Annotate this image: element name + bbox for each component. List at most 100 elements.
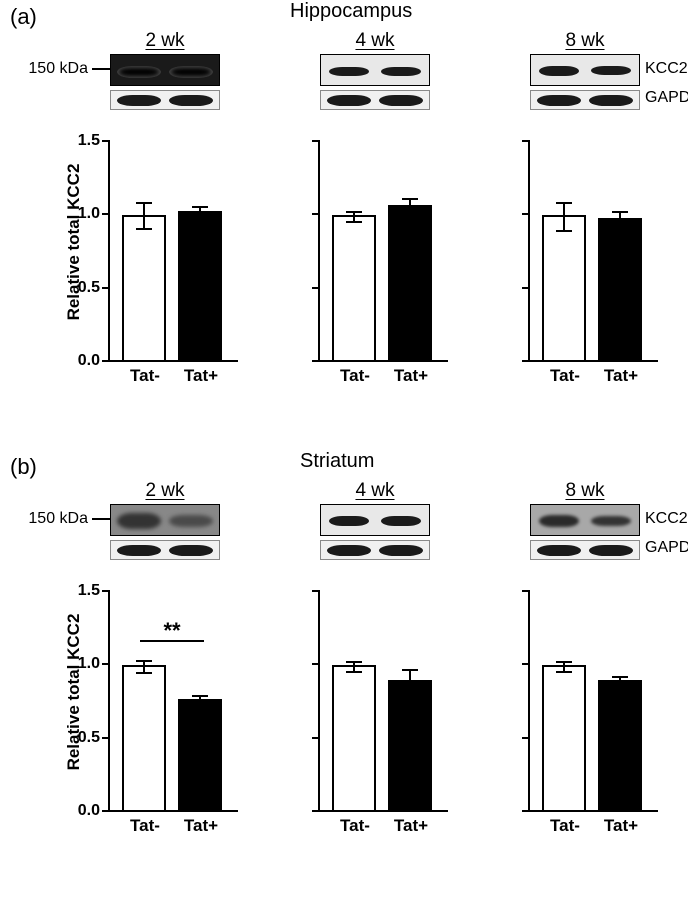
error-cap: [136, 202, 152, 204]
blot-group: [320, 504, 430, 560]
ytick: [102, 737, 110, 739]
y-axis-label: Relative total KCC2: [64, 592, 84, 792]
time-label: 2 wk: [95, 30, 235, 52]
ytick-label: 1.0: [66, 205, 100, 223]
y-axis: [528, 590, 530, 810]
ytick: [102, 287, 110, 289]
bar-tat-plus: [178, 699, 222, 812]
bar-chart: Tat- Tat+: [480, 580, 670, 860]
error-cap: [136, 672, 152, 674]
bar-label: Tat-: [540, 366, 590, 386]
blot-gapdh: [110, 540, 220, 560]
bar-label: Tat-: [330, 816, 380, 836]
blot-gapdh: [320, 90, 430, 110]
bar-tat-minus: [122, 665, 166, 812]
panel-b: (b) Striatum 2 wk 150 kDa Relative total…: [0, 450, 688, 880]
panel-a: (a) Hippocampus 2 wk 150 kDa Relative to…: [0, 0, 688, 430]
band: [329, 516, 369, 526]
time-label: 8 wk: [515, 480, 655, 502]
band: [537, 95, 581, 106]
band: [327, 545, 371, 556]
error-cap: [556, 230, 572, 232]
kda-label: 150 kDa: [28, 60, 88, 78]
blot-group: [110, 54, 220, 110]
panel-b-2wk: 2 wk 150 kDa Relative total KCC2 1.5: [60, 480, 250, 880]
ytick: [312, 287, 320, 289]
blot-label-gapdh: GAPDH: [645, 89, 688, 107]
band: [539, 515, 579, 527]
ytick: [102, 140, 110, 142]
time-label: 4 wk: [305, 480, 445, 502]
ytick-label: 0.0: [66, 352, 100, 370]
blot-group: [110, 504, 220, 560]
error-cap: [612, 686, 628, 688]
kda-label: 150 kDa: [28, 510, 88, 528]
significance-star: **: [152, 618, 192, 644]
bar-tat-plus: [178, 211, 222, 362]
ytick: [522, 287, 530, 289]
bar-tat-plus: [388, 205, 432, 362]
y-axis: [108, 590, 110, 810]
error-cap: [612, 676, 628, 678]
panel-a-8wk: 8 wk KCC2 GAPDH: [480, 30, 670, 430]
panel-b-8wk: 8 wk KCC2 GAPDH: [480, 480, 670, 880]
ytick: [522, 140, 530, 142]
ytick: [312, 140, 320, 142]
band: [117, 545, 161, 556]
ytick: [312, 213, 320, 215]
band: [379, 95, 423, 106]
bar-label: Tat-: [330, 366, 380, 386]
panel-a-4wk: 4 wk: [270, 30, 460, 430]
error-cap: [402, 693, 418, 695]
y-axis: [318, 590, 320, 810]
ytick: [522, 810, 530, 812]
blot-gapdh: [320, 540, 430, 560]
blot-kcc2: [110, 504, 220, 536]
figure: (a) Hippocampus 2 wk 150 kDa Relative to…: [0, 0, 688, 902]
ytick-label: 1.0: [66, 655, 100, 673]
ytick: [522, 663, 530, 665]
time-label: 2 wk: [95, 480, 235, 502]
kda-line: [92, 68, 110, 70]
bar-tat-plus: [388, 680, 432, 812]
band: [117, 95, 161, 106]
panel-b-title: Striatum: [300, 450, 374, 473]
bar-tat-minus: [542, 215, 586, 362]
band: [381, 516, 421, 526]
ytick: [522, 213, 530, 215]
band: [117, 66, 161, 78]
ytick: [312, 810, 320, 812]
ytick: [102, 590, 110, 592]
blot-gapdh: [530, 540, 640, 560]
bar-label: Tat-: [120, 816, 170, 836]
ytick: [312, 360, 320, 362]
y-axis: [528, 140, 530, 360]
band: [589, 95, 633, 106]
band: [539, 66, 579, 76]
panel-a-2wk: 2 wk 150 kDa Relative total KCC2 1.5: [60, 30, 250, 430]
error-cap: [192, 705, 208, 707]
bar-label: Tat+: [386, 366, 436, 386]
time-label: 4 wk: [305, 30, 445, 52]
bar-chart: Tat- Tat+: [480, 130, 670, 410]
error-cap: [136, 660, 152, 662]
error-cap: [556, 202, 572, 204]
error-cap: [192, 695, 208, 697]
ytick: [312, 663, 320, 665]
band: [379, 545, 423, 556]
blot-gapdh: [110, 90, 220, 110]
blot-kcc2: [110, 54, 220, 86]
band: [381, 67, 421, 76]
error-cap: [556, 671, 572, 673]
blot-label-kcc2: KCC2: [645, 510, 688, 528]
blot-kcc2: [320, 54, 430, 86]
ytick: [102, 213, 110, 215]
band: [117, 513, 161, 529]
blot-gapdh: [530, 90, 640, 110]
ytick: [522, 360, 530, 362]
ytick-label: 1.5: [66, 582, 100, 600]
ytick: [522, 737, 530, 739]
band: [329, 67, 369, 76]
panel-b-4wk: 4 wk: [270, 480, 460, 880]
error-cap: [346, 221, 362, 223]
